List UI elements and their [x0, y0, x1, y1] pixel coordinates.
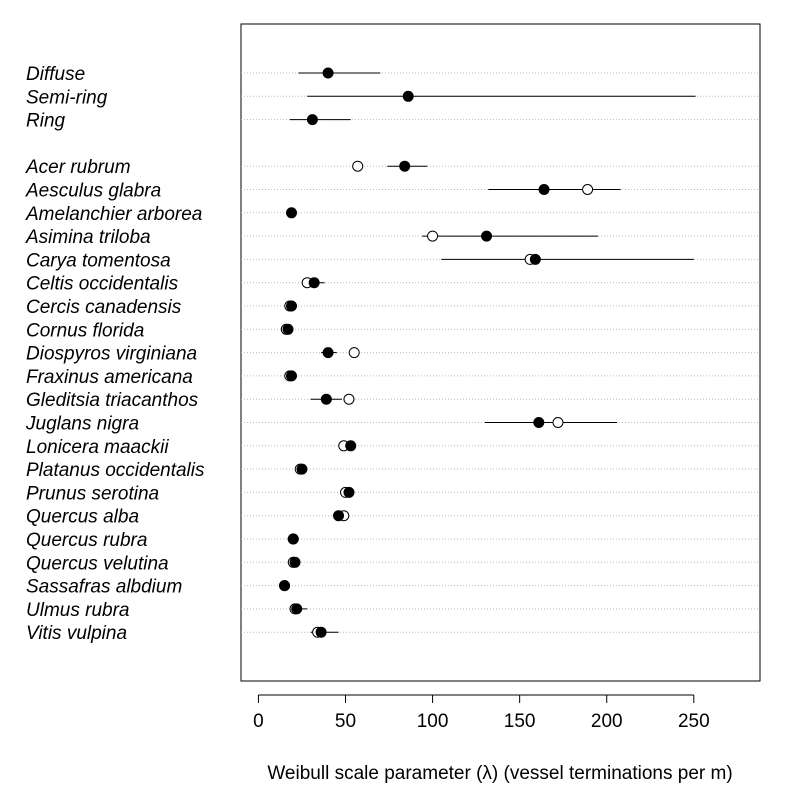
- category-label: Carya tomentosa: [26, 250, 171, 271]
- category-label: Semi-ring: [26, 87, 108, 108]
- filled-point: [286, 207, 298, 219]
- filled-point: [402, 90, 414, 102]
- filled-point: [308, 277, 320, 289]
- category-label: Celtis occidentalis: [26, 274, 179, 295]
- x-axis-title: Weibull scale parameter (λ) (vessel term…: [267, 763, 732, 784]
- category-label: Juglans nigra: [25, 414, 139, 435]
- filled-point: [291, 603, 303, 615]
- filled-point: [279, 580, 291, 592]
- filled-point: [481, 230, 493, 242]
- category-label: Diffuse: [26, 64, 85, 85]
- category-label: Aesculus glabra: [25, 181, 161, 202]
- open-point: [348, 347, 360, 359]
- filled-point: [399, 160, 411, 172]
- category-label: Cercis canadensis: [26, 297, 182, 318]
- category-label: Ulmus rubra: [26, 600, 129, 621]
- filled-point: [320, 393, 332, 405]
- category-label: Quercus alba: [26, 507, 139, 528]
- filled-point: [315, 626, 327, 638]
- category-label: Sassafras albdium: [26, 577, 182, 598]
- category-label: Fraxinus americana: [26, 367, 193, 388]
- x-tick-label: 150: [504, 711, 536, 732]
- open-point: [582, 184, 594, 195]
- category-label: Vitis vulpina: [26, 623, 127, 644]
- filled-point: [538, 184, 550, 195]
- filled-point: [343, 486, 355, 498]
- x-tick-label: 50: [335, 711, 356, 732]
- x-tick-label: 100: [417, 711, 449, 732]
- open-point: [427, 230, 439, 242]
- category-label: Platanus occidentalis: [26, 460, 205, 481]
- filled-point: [287, 533, 299, 545]
- filled-point: [286, 370, 298, 382]
- category-label: Acer rubrum: [25, 157, 131, 178]
- filled-point: [322, 67, 334, 79]
- category-label: Quercus rubra: [26, 530, 147, 551]
- filled-point: [306, 114, 318, 126]
- filled-point: [286, 300, 298, 312]
- filled-point: [289, 556, 301, 568]
- data-marks: [279, 67, 696, 638]
- x-tick-label: 0: [253, 711, 264, 732]
- x-axis: 0 50 100 150 200 250: [253, 694, 710, 732]
- open-point: [343, 393, 355, 405]
- category-label: Quercus velutina: [26, 553, 169, 574]
- category-label: Asimina triloba: [25, 227, 151, 248]
- filled-point: [533, 417, 545, 428]
- open-point: [352, 160, 364, 172]
- category-label: Amelanchier arborea: [25, 204, 202, 225]
- category-label: Cornus florida: [26, 320, 144, 341]
- x-tick-label: 200: [591, 711, 623, 732]
- gridlines: [241, 72, 760, 633]
- filled-point: [282, 323, 294, 335]
- category-label: Diospyros virginiana: [26, 344, 197, 365]
- category-label: Lonicera maackii: [26, 437, 169, 458]
- category-label: Gleditsia triacanthos: [26, 390, 199, 411]
- filled-point: [529, 253, 541, 265]
- filled-point: [345, 440, 357, 452]
- filled-point: [296, 463, 308, 475]
- filled-point: [322, 347, 334, 359]
- x-tick-label: 250: [678, 711, 710, 732]
- category-label: Ring: [26, 111, 66, 132]
- filled-point: [333, 510, 345, 522]
- open-point: [552, 417, 564, 428]
- category-label: Prunus serotina: [26, 483, 159, 504]
